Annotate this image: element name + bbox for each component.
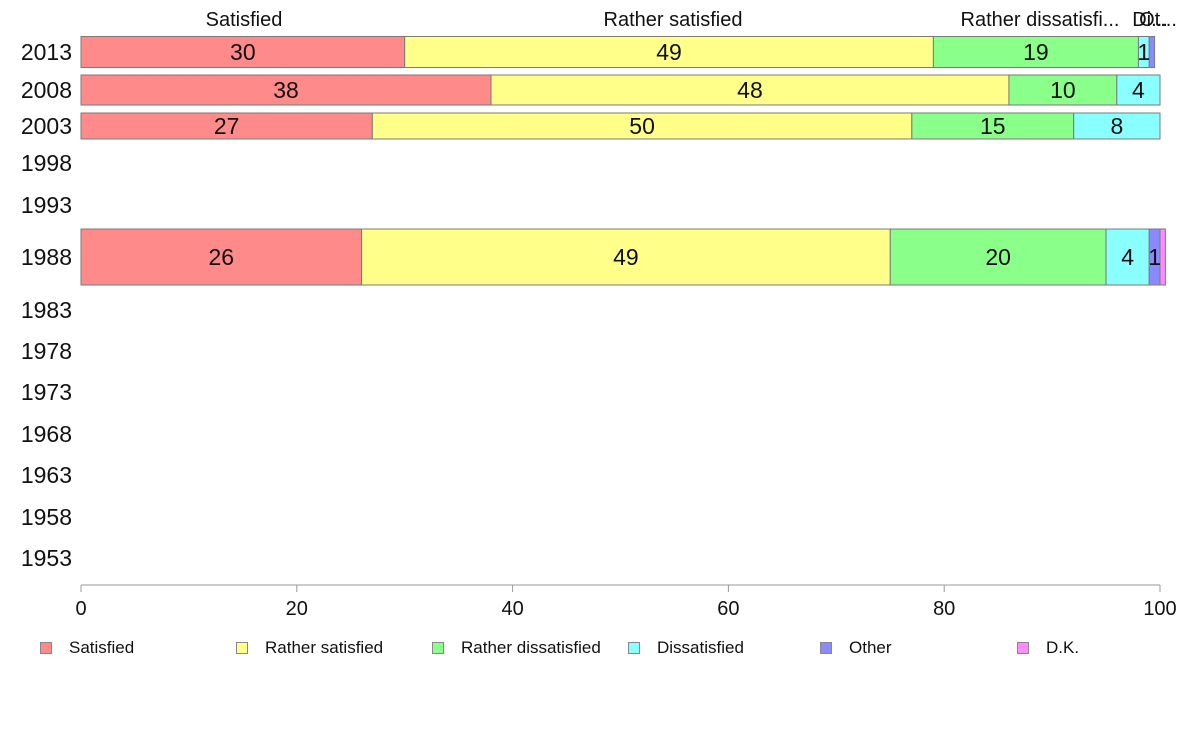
bar-segment	[490, 74, 1010, 106]
legend-item: Rather dissatisfied	[432, 638, 601, 658]
legend-swatch	[628, 642, 640, 654]
bar-value-label: 15	[980, 113, 1006, 139]
y-tick-label: 1998	[21, 150, 72, 176]
bar-value-label: 49	[656, 39, 682, 65]
bar-value-label: 4	[1121, 244, 1134, 270]
top-category-labels: Satisfied Rather satisfied Rather dissatis…	[206, 9, 1177, 31]
legend-label: Rather dissatisfied	[461, 638, 601, 657]
bars-group	[80, 36, 1166, 286]
bar-value-label: 27	[214, 113, 240, 139]
bar-value-label: 8	[1110, 113, 1123, 139]
bar-segment	[1008, 74, 1118, 106]
bar-value-label: 10	[1050, 77, 1076, 103]
y-tick-label: 1993	[21, 192, 72, 218]
x-tick-label: 40	[501, 598, 523, 620]
legend-item: Rather satisfied	[236, 638, 383, 658]
x-tick-label: 0	[75, 598, 86, 620]
bar-value-label: 1	[1148, 244, 1161, 270]
y-tick-label: 1968	[21, 421, 72, 447]
top-category-label: Ot...	[1139, 9, 1177, 31]
legend-swatch	[40, 642, 52, 654]
top-category-label: Rather satisfied	[604, 9, 743, 31]
bar-value-label: 38	[273, 77, 299, 103]
legend-item: Dissatisfied	[628, 638, 744, 658]
bar-value-label: 19	[1023, 39, 1049, 65]
legend-label: Satisfied	[69, 638, 135, 657]
x-axis: 0 20 40 60 80 100	[75, 584, 1177, 620]
legend-swatch	[820, 642, 832, 654]
y-tick-label: 2003	[21, 113, 72, 139]
bar-value-label: 30	[230, 39, 256, 65]
legend-swatch	[1017, 642, 1029, 654]
y-tick-label: 1983	[21, 297, 72, 323]
legend-label: Other	[849, 638, 892, 657]
top-category-label: Rather dissatisfi...	[961, 9, 1120, 31]
legend-item: D.K.	[1017, 638, 1079, 658]
legend-swatch	[432, 642, 444, 654]
top-category-label: Di...	[1132, 9, 1168, 31]
y-axis: 2013 2008 2003 1998 1993 1988 1983 1978 1973 1968…	[21, 39, 72, 571]
bar-value-label: 26	[208, 244, 234, 270]
bar-value-label: 20	[985, 244, 1011, 270]
y-tick-label: 1978	[21, 338, 72, 364]
legend-label: Dissatisfied	[657, 638, 744, 657]
y-tick-label: 1958	[21, 504, 72, 530]
bar-segment	[361, 228, 891, 286]
bar-segment	[371, 112, 913, 140]
bar-labels-group: 30 49 19 138 48 10 427 50 15 826 49 20 4 1	[208, 39, 1161, 270]
x-tick-label: 60	[717, 598, 739, 620]
bar-segment	[80, 36, 406, 68]
bar-segment	[404, 36, 934, 68]
bar-segment	[1073, 112, 1161, 140]
bar-value-label: 49	[613, 244, 639, 270]
y-tick-label: 2008	[21, 77, 72, 103]
bar-segment	[1148, 36, 1156, 68]
bar-value-label: 50	[629, 113, 655, 139]
y-tick-label: 1973	[21, 379, 72, 405]
bar-segment	[80, 74, 492, 106]
y-tick-label: 1988	[21, 244, 72, 270]
bar-segment	[889, 228, 1107, 286]
x-tick-label: 80	[933, 598, 955, 620]
bar-segment	[932, 36, 1139, 68]
bar-value-label: 4	[1132, 77, 1145, 103]
bar-segment	[1159, 228, 1166, 286]
bar-segment	[1116, 74, 1161, 106]
bar-segment	[80, 228, 363, 286]
x-tick-label: 20	[286, 598, 308, 620]
legend-label: D.K.	[1046, 638, 1080, 657]
x-tick-label: 100	[1143, 598, 1176, 620]
legend-item: Other	[820, 638, 892, 658]
legend-swatch	[236, 642, 248, 654]
bar-segment	[80, 112, 373, 140]
bar-value-label: 48	[737, 77, 763, 103]
y-tick-label: 1963	[21, 462, 72, 488]
top-category-label: Satisfied	[206, 9, 283, 31]
legend-item: Satisfied	[40, 638, 134, 658]
y-tick-label: 2013	[21, 39, 72, 65]
legend-label: Rather satisfied	[265, 638, 384, 657]
bar-segment	[1105, 228, 1150, 286]
y-tick-label: 1953	[21, 545, 72, 571]
legend: Satisfied Rather satisfied Rather dissatis…	[40, 638, 1170, 662]
bar-value-label: 1	[1137, 39, 1150, 65]
